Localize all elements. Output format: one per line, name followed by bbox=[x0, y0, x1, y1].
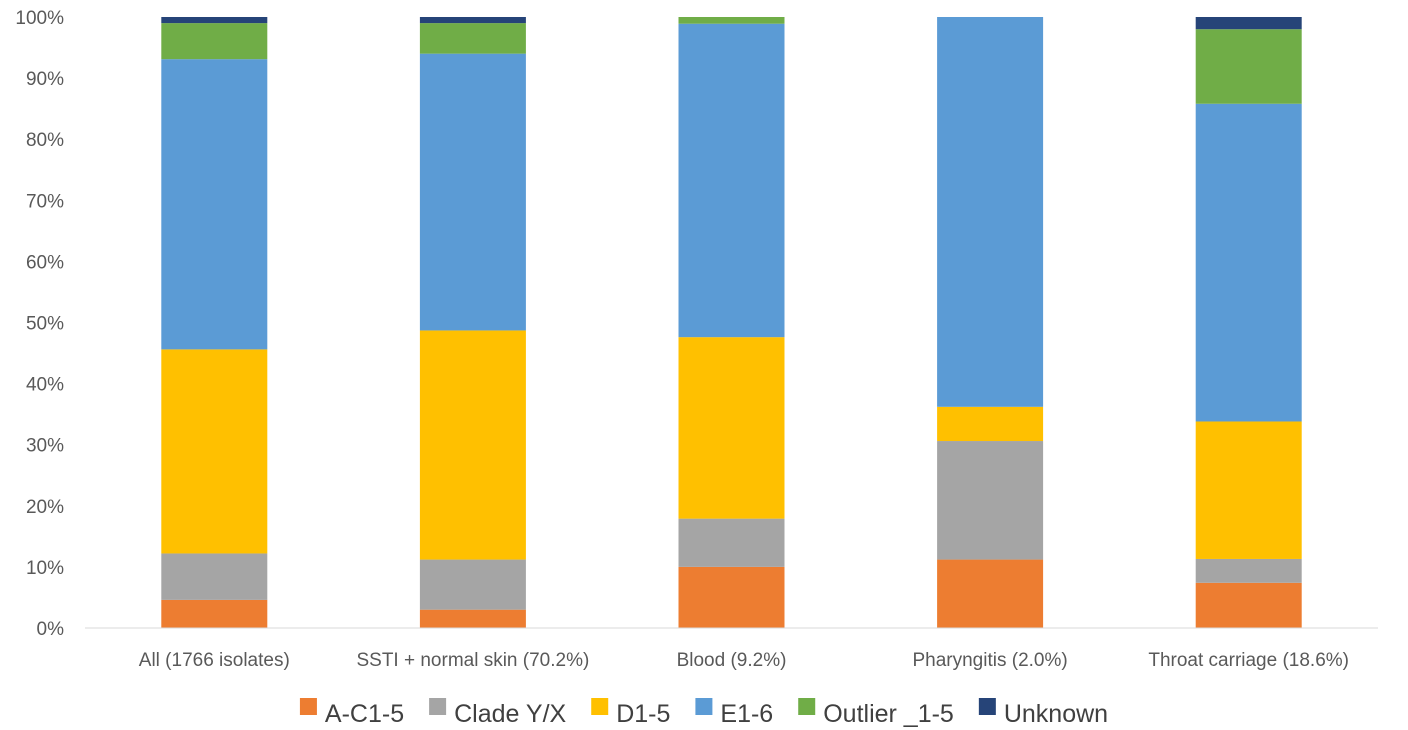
bar-segment bbox=[678, 518, 785, 567]
bar-segment bbox=[937, 441, 1044, 560]
legend-swatch bbox=[299, 698, 317, 715]
y-tick-label: 90% bbox=[26, 69, 64, 90]
bar-segment bbox=[1195, 421, 1302, 559]
bar-segment bbox=[937, 406, 1044, 442]
legend-label: A-C1-5 bbox=[325, 700, 404, 728]
bar-segment bbox=[937, 17, 1044, 407]
y-tick-label: 70% bbox=[26, 191, 64, 212]
legend-swatch bbox=[798, 698, 816, 715]
y-tick-label: 80% bbox=[26, 130, 64, 151]
legend-item: Unknown bbox=[978, 698, 1108, 728]
bar-segment bbox=[161, 349, 268, 554]
y-tick-label: 30% bbox=[26, 436, 64, 457]
x-tick-label: Throat carriage (18.6%) bbox=[1148, 650, 1349, 671]
legend-label: E1-6 bbox=[720, 700, 773, 728]
bar-segment bbox=[1195, 29, 1302, 104]
y-tick-label: 60% bbox=[26, 252, 64, 273]
bar-segment bbox=[937, 559, 1044, 628]
bar-segment bbox=[419, 330, 526, 560]
legend-label: Unknown bbox=[1004, 700, 1108, 728]
bar-segment bbox=[419, 17, 526, 24]
bar-segment bbox=[678, 23, 785, 338]
x-tick-label: Pharyngitis (2.0%) bbox=[912, 650, 1067, 671]
legend-item: E1-6 bbox=[695, 698, 773, 728]
bar-segment bbox=[1195, 558, 1302, 583]
y-tick-label: 20% bbox=[26, 497, 64, 518]
x-tick-label: SSTI + normal skin (70.2%) bbox=[356, 650, 589, 671]
bar-segment bbox=[161, 599, 268, 628]
y-tick-label: 0% bbox=[37, 619, 65, 640]
bar-segment bbox=[161, 23, 268, 60]
bar-segment bbox=[678, 17, 785, 24]
y-tick-label: 10% bbox=[26, 558, 64, 579]
bar-segment bbox=[161, 17, 268, 24]
bar-segment bbox=[678, 337, 785, 519]
legend-swatch bbox=[978, 698, 996, 715]
x-tick-label: Blood (9.2%) bbox=[677, 650, 787, 671]
y-tick-label: 100% bbox=[15, 8, 64, 29]
bar-segment bbox=[1195, 17, 1302, 30]
bars bbox=[161, 17, 1302, 628]
legend-label: Clade Y/X bbox=[454, 700, 566, 728]
legend-item: A-C1-5 bbox=[299, 698, 404, 728]
bar-segment bbox=[1195, 582, 1302, 628]
legend-label: Outlier _1-5 bbox=[823, 700, 954, 728]
legend-swatch bbox=[695, 698, 713, 715]
legend-swatch bbox=[429, 698, 447, 715]
y-tick-label: 40% bbox=[26, 375, 64, 396]
bar-segment bbox=[678, 566, 785, 628]
legend: A-C1-5 Clade Y/X D1-5 E1-6 Outlier _1-5 Unkno… bbox=[299, 698, 1108, 728]
legend-item: Clade Y/X bbox=[429, 698, 567, 728]
bar-segment bbox=[419, 559, 526, 610]
bar-segment bbox=[161, 59, 268, 350]
bar-segment bbox=[419, 23, 526, 54]
legend-label: D1-5 bbox=[616, 700, 670, 728]
bar-segment bbox=[161, 553, 268, 600]
x-axis-ticks: All (1766 isolates) SSTI + normal skin (7… bbox=[139, 650, 1349, 671]
legend-item: D1-5 bbox=[591, 698, 670, 728]
x-tick-label: All (1766 isolates) bbox=[139, 650, 290, 671]
bar-segment bbox=[419, 53, 526, 331]
bar-segment bbox=[1195, 103, 1302, 422]
legend-swatch bbox=[591, 698, 609, 715]
y-axis-ticks: 0% 10% 20% 30% 40% 50% 60% 70% 80% 90% 100% bbox=[15, 8, 64, 640]
bar-segment bbox=[419, 609, 526, 628]
y-tick-label: 50% bbox=[26, 314, 64, 335]
legend-item: Outlier _1-5 bbox=[798, 698, 954, 728]
